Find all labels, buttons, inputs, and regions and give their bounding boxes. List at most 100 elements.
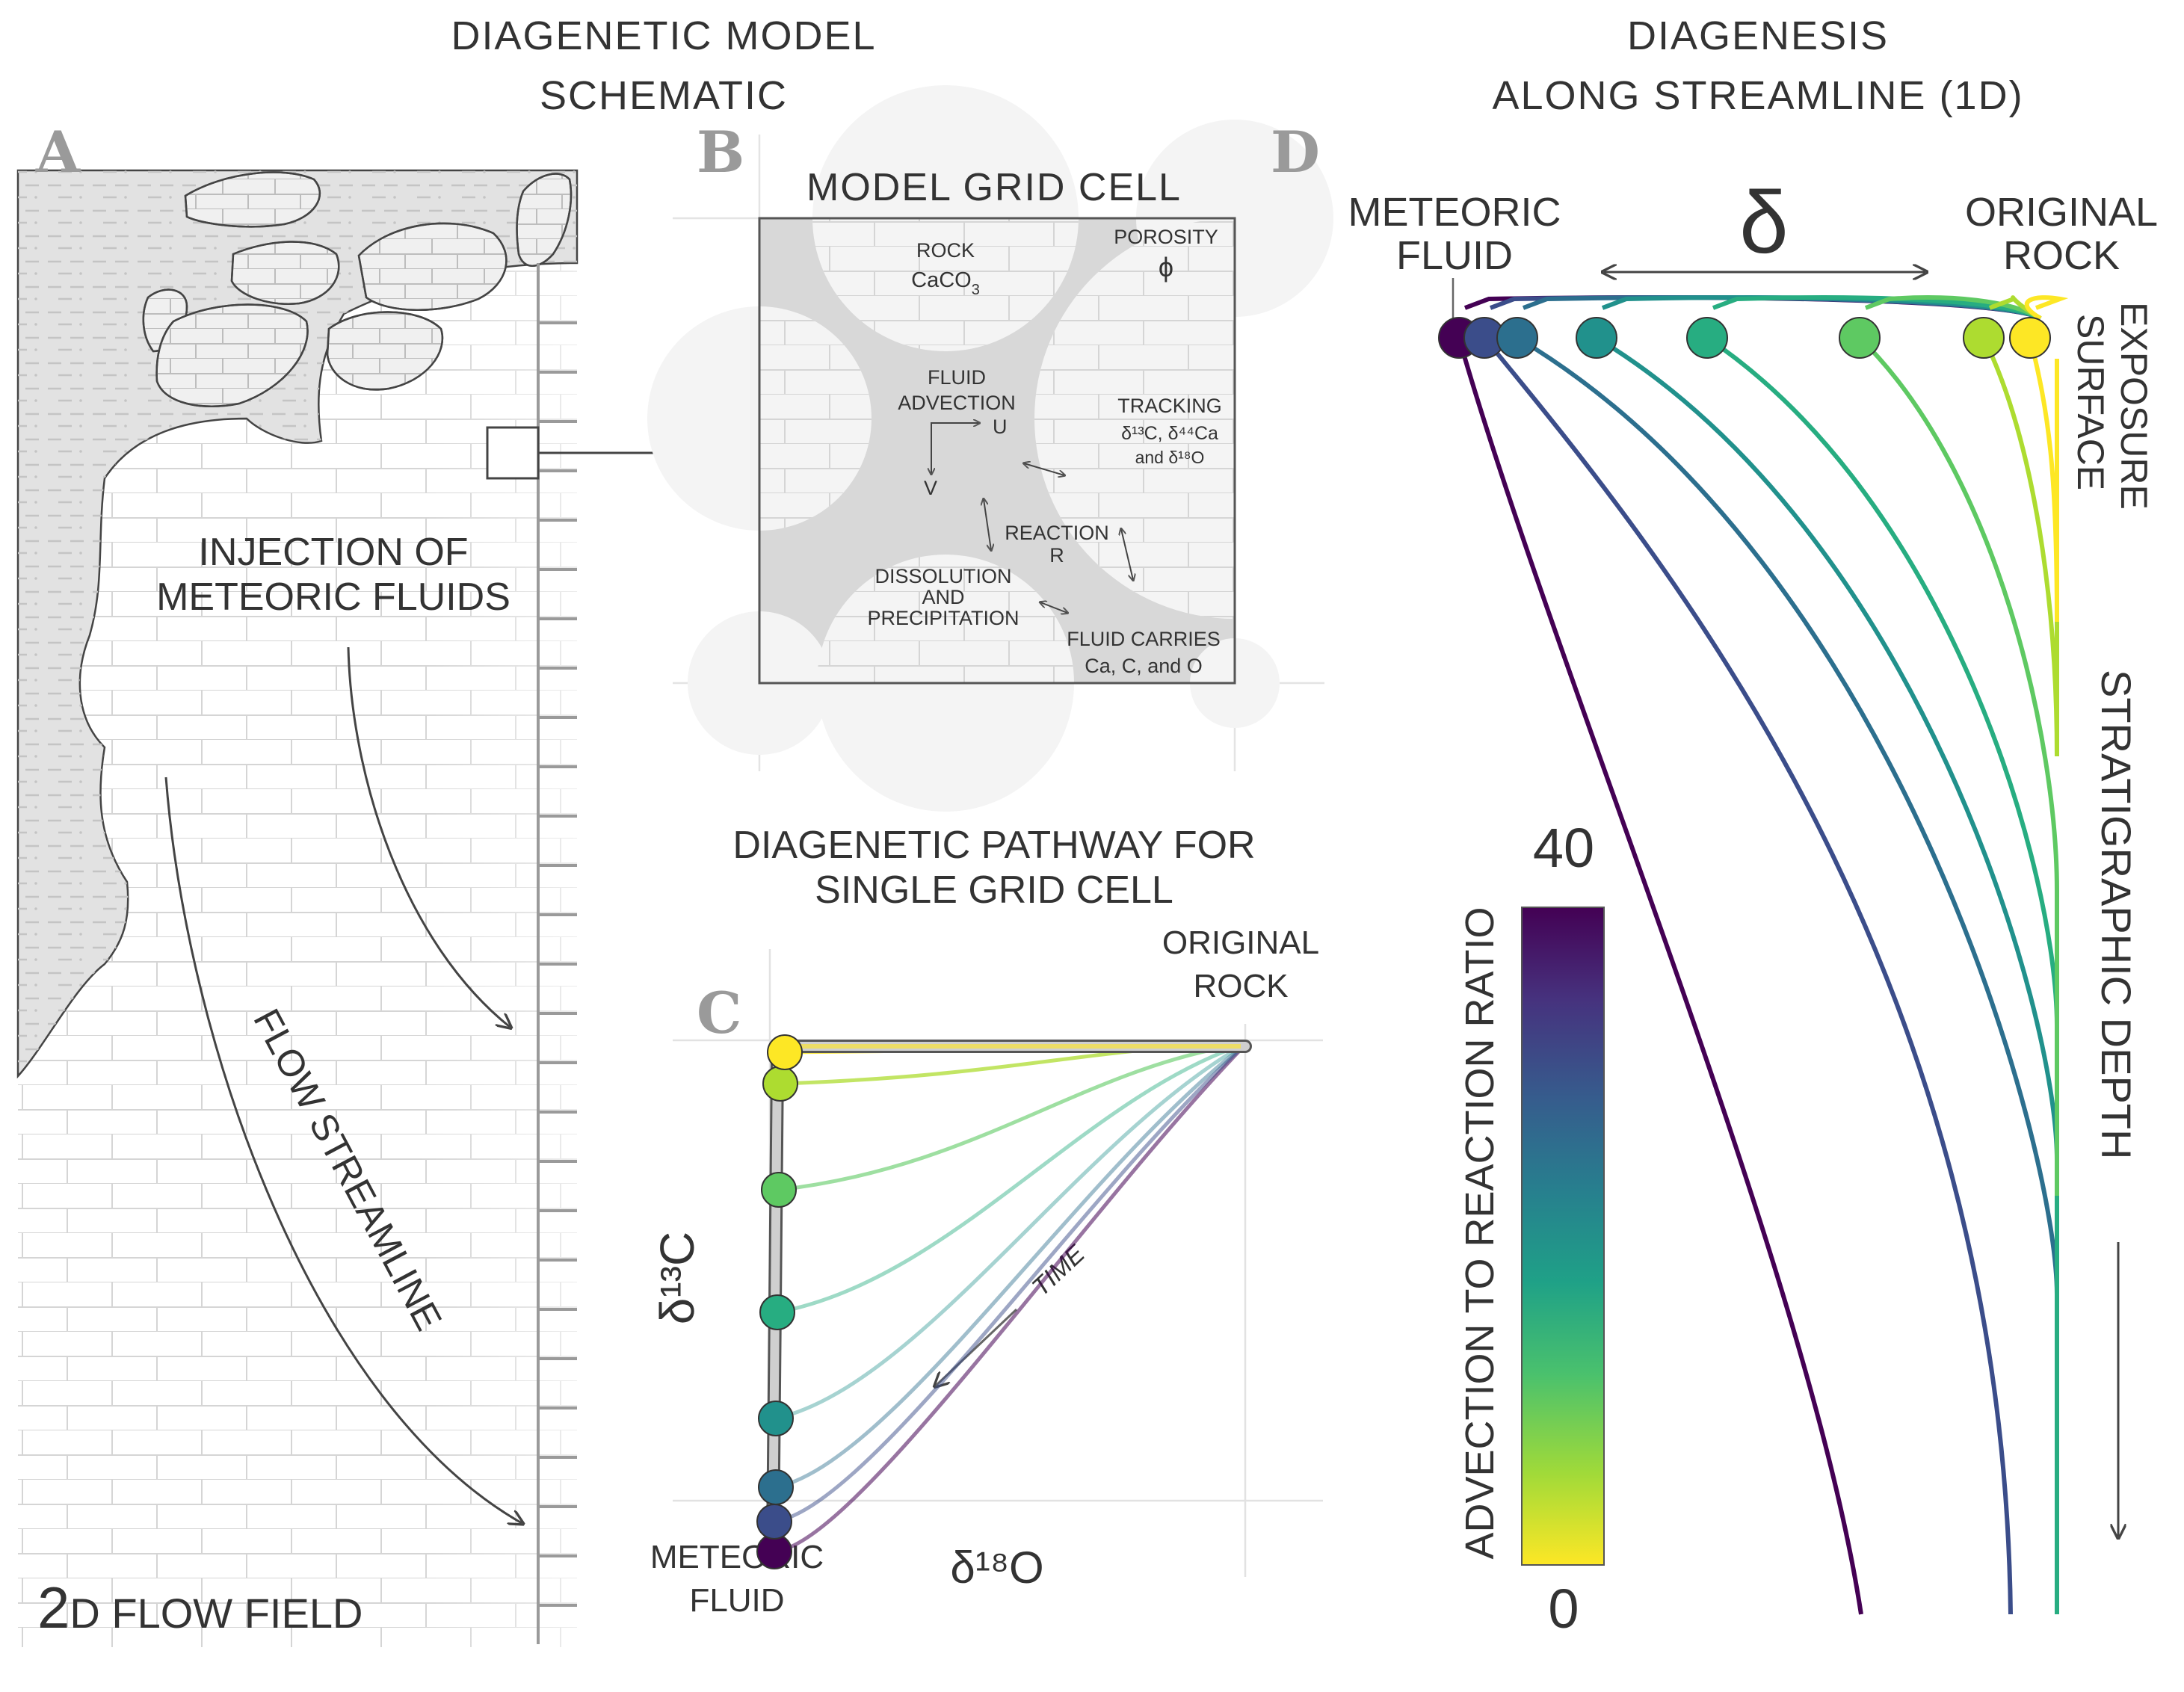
flow-field-number: 2 — [37, 1575, 70, 1640]
flow-arrow-right — [347, 646, 510, 1027]
exposure-label-2: SURFACE — [2070, 314, 2111, 490]
depth-profile-curve — [1706, 336, 2059, 1614]
u-label: U — [993, 416, 1008, 438]
pathway-point — [762, 1066, 798, 1102]
injection-label-line2: METEORIC FLUIDS — [156, 575, 510, 619]
pathway-curves — [756, 1034, 1252, 1569]
arrow-advection-dissolution — [984, 499, 991, 550]
pathway-point — [758, 1401, 794, 1436]
dissolution-label-3: PRECIPITATION — [867, 607, 1019, 629]
original-rock-c-2: ROCK — [1193, 968, 1288, 1004]
meteoric-fluid-d-2: FLUID — [1396, 233, 1513, 278]
panel-a-letter: A — [35, 119, 81, 185]
porosity-label: POROSITY — [1114, 226, 1218, 248]
clast — [155, 303, 309, 407]
depth-profile-curve — [2028, 337, 2059, 623]
pathway-title-line2: SINGLE GRID CELL — [815, 868, 1173, 912]
grain-texture — [759, 218, 1235, 683]
reaction-label-2: R — [1049, 544, 1064, 566]
colorbar-max-label: 40 — [1533, 817, 1594, 879]
pathway-point — [759, 1294, 795, 1330]
tracking-label-3: and δ¹⁸O — [1135, 448, 1205, 467]
rock-formula-subscript: 3 — [972, 282, 980, 298]
panel-b-letter: B — [697, 119, 744, 185]
colorbar — [1521, 907, 1605, 1566]
pathway-curve — [778, 1041, 1247, 1192]
y-axis-label-d13c: δ¹³C — [650, 1232, 704, 1324]
colorbar-min-label: 0 — [1548, 1578, 1579, 1640]
flow-streamline-arrow — [164, 776, 522, 1523]
fluid-carries-label-1: FLUID CARRIES — [1067, 628, 1221, 650]
clast — [326, 311, 444, 391]
depth-profile-curve — [1457, 337, 1863, 1615]
arrow-reaction-tracking — [1121, 529, 1133, 580]
surface-point — [2009, 317, 2051, 359]
pathway-curve — [775, 1042, 1248, 1489]
depth-profile-curve — [1482, 336, 2013, 1615]
pathway-point — [761, 1172, 797, 1208]
grid-ticks — [537, 263, 577, 1644]
x-axis-label-d18o: δ¹⁸O — [950, 1543, 1043, 1593]
depth-curves — [1438, 295, 2069, 1615]
original-rock-d-2: ROCK — [2003, 233, 2120, 278]
stratigraphic-depth-label: STRATIGRAPHIC DEPTH — [2093, 670, 2140, 1159]
clast — [516, 173, 573, 267]
meteoric-fluid-d-1: METEORIC — [1348, 190, 1561, 235]
pathway-curve — [774, 1042, 1248, 1554]
flow-field-text: D FLOW FIELD — [70, 1590, 363, 1637]
surface-trace — [2024, 295, 2069, 321]
clast — [230, 241, 340, 305]
fluid-advection-label-2: ADVECTION — [898, 392, 1016, 414]
clast — [357, 222, 508, 311]
dissolution-label-2: AND — [922, 586, 964, 608]
panel-d: D METEORIC FLUID δ ORIGINAL ROCK EXPOSUR… — [1271, 119, 2158, 1640]
panel-c-letter: C — [697, 980, 742, 1046]
right-title-line1: DIAGENESIS — [1627, 13, 1889, 58]
pathway-point — [756, 1504, 792, 1540]
rock-formula-base: CaCO — [911, 268, 972, 292]
depth-profile-curve — [1981, 336, 2059, 757]
tracking-label-2: δ¹³C, δ⁴⁴Ca — [1121, 423, 1218, 444]
right-fade — [419, 170, 577, 1647]
limestone-clasts — [142, 171, 573, 407]
rock-formula: CaCO3 — [911, 268, 980, 298]
grid-cell-marker — [486, 426, 540, 480]
uv-axes — [931, 423, 979, 474]
pathway-curve — [775, 1041, 1248, 1421]
pathway-curve — [777, 1041, 1247, 1315]
panel-d-letter: D — [1271, 119, 1320, 185]
flow-field-label: 2D FLOW FIELD — [37, 1575, 363, 1640]
v-label: V — [924, 477, 937, 499]
panel-a: A INJECTION OF METEORIC FLUIDS FLOW STRE… — [16, 119, 759, 1647]
reaction-label-1: REACTION — [1005, 522, 1109, 544]
depth-profile-curve — [1595, 336, 2059, 1614]
injection-label-line1: INJECTION OF — [198, 531, 468, 574]
rock-label: ROCK — [916, 239, 975, 262]
clast — [184, 171, 321, 228]
surface-point — [1963, 317, 2005, 359]
exposure-label-1: EXPOSURE — [2113, 302, 2155, 510]
tracking-label-1: TRACKING — [1117, 395, 1222, 417]
process-arrows — [984, 463, 1133, 613]
surface-point — [1839, 317, 1881, 359]
surface-point — [1686, 317, 1728, 359]
meteoric-fluid-c-2: FLUID — [689, 1582, 784, 1619]
fluid-carries-label-2: Ca, C, and O — [1085, 655, 1203, 677]
original-rock-c-1: ORIGINAL — [1162, 924, 1319, 961]
depth-profile-curve — [1857, 336, 2059, 1196]
arrow-dissolution-carries — [1040, 602, 1067, 613]
pathway-curve — [774, 1042, 1248, 1524]
right-title-line2: ALONG STREAMLINE (1D) — [1492, 73, 2023, 118]
dissolution-label-1: DISSOLUTION — [874, 565, 1011, 587]
left-title-line1: DIAGENETIC MODEL — [451, 13, 876, 58]
original-rock-d-1: ORIGINAL — [1965, 190, 2158, 235]
panel-b: B MODEL GRID CELL ROCK CaCO3 POROSITY ϕ … — [647, 85, 1333, 812]
pathway-point — [758, 1469, 794, 1505]
surface-point — [1496, 317, 1538, 359]
delta-symbol: δ — [1739, 173, 1789, 272]
depth-profile-curve — [1516, 336, 2059, 1614]
porosity-symbol: ϕ — [1159, 252, 1173, 282]
fluid-advection-label-1: FLUID — [928, 366, 986, 389]
arrow-advection-tracking — [1024, 463, 1064, 475]
